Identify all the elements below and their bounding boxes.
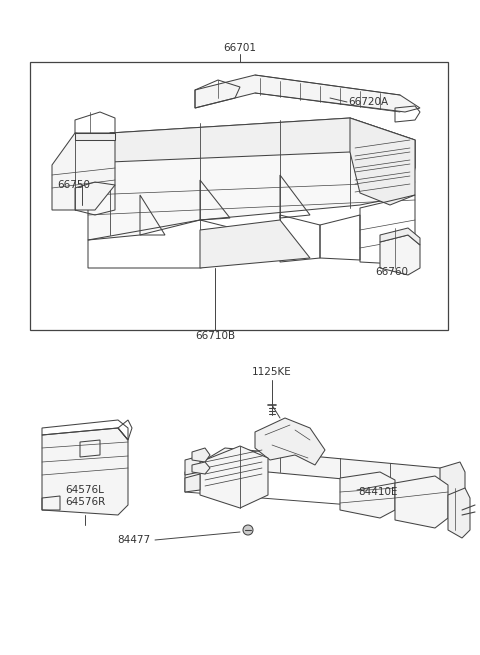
Polygon shape: [75, 133, 115, 140]
Polygon shape: [380, 235, 420, 275]
Text: 84477: 84477: [117, 535, 150, 545]
Polygon shape: [42, 428, 128, 515]
Text: 64576L: 64576L: [66, 485, 105, 495]
Polygon shape: [200, 446, 268, 508]
Text: 84410E: 84410E: [358, 487, 397, 497]
Bar: [30, 62, 448, 330]
Polygon shape: [200, 220, 310, 268]
Polygon shape: [440, 462, 465, 515]
Polygon shape: [395, 476, 448, 528]
Polygon shape: [380, 228, 420, 245]
Text: 66701: 66701: [224, 43, 256, 53]
Polygon shape: [195, 75, 420, 112]
Text: 1125KE: 1125KE: [252, 367, 292, 377]
Text: 66750: 66750: [57, 180, 90, 190]
Text: 66710B: 66710B: [195, 331, 235, 341]
Polygon shape: [52, 133, 115, 210]
Polygon shape: [110, 118, 415, 168]
Polygon shape: [185, 474, 200, 492]
Circle shape: [243, 525, 253, 535]
Polygon shape: [255, 418, 325, 465]
Polygon shape: [192, 462, 210, 474]
Polygon shape: [192, 448, 210, 462]
Polygon shape: [448, 488, 470, 538]
Text: 66760: 66760: [375, 267, 408, 277]
Polygon shape: [340, 472, 395, 518]
Text: 66720A: 66720A: [348, 97, 388, 107]
Polygon shape: [185, 448, 450, 492]
Text: 64576R: 64576R: [65, 497, 105, 507]
Polygon shape: [350, 118, 415, 205]
Polygon shape: [88, 118, 415, 240]
Polygon shape: [185, 456, 200, 475]
